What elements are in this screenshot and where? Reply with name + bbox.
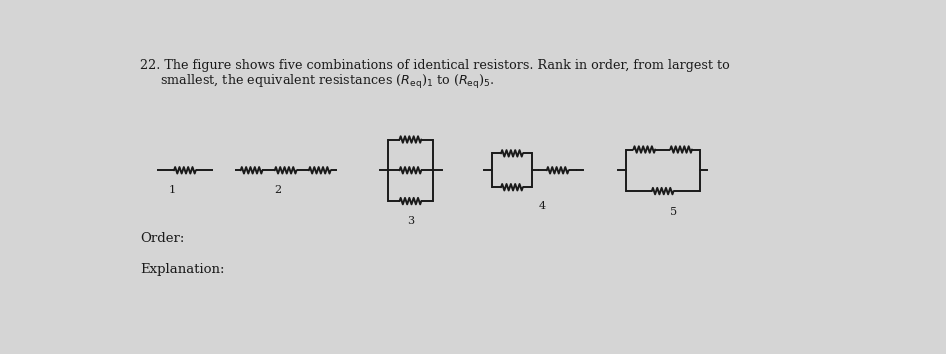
Text: smallest, the equivalent resistances ($R_{\rm eq}$)$_1$ to ($R_{\rm eq}$)$_5$.: smallest, the equivalent resistances ($R… bbox=[140, 73, 495, 91]
Text: 5: 5 bbox=[671, 207, 677, 217]
Text: Order:: Order: bbox=[140, 232, 184, 245]
Text: 2: 2 bbox=[274, 185, 282, 195]
Text: Explanation:: Explanation: bbox=[140, 263, 224, 276]
Text: 4: 4 bbox=[538, 201, 546, 211]
Text: 3: 3 bbox=[407, 216, 414, 226]
Text: 1: 1 bbox=[169, 185, 176, 195]
Text: 22. The figure shows five combinations of identical resistors. Rank in order, fr: 22. The figure shows five combinations o… bbox=[140, 59, 729, 72]
